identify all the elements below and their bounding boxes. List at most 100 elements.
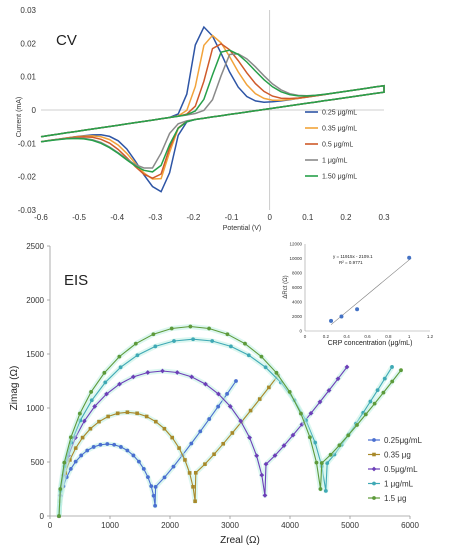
eis-legend-label: 0.5μg/mL — [384, 465, 418, 474]
eis-series-marker — [238, 418, 244, 424]
eis-series-marker — [207, 417, 212, 421]
eis-series-marker — [153, 503, 158, 508]
eis-y-tick-label: 1500 — [26, 350, 44, 359]
cv-legend-label: 1 μg/mL — [322, 158, 348, 165]
eis-series-marker — [263, 461, 269, 467]
eis-series-marker — [146, 475, 150, 479]
cv-xticks: -0.6 -0.5 -0.4 -0.3 -0.2 -0.1 0 0.1 0.2 0.3 — [34, 213, 390, 222]
cal-x-tick-label: 1.2 — [427, 334, 434, 339]
cal-x-tick-label: 0.2 — [323, 334, 330, 339]
cv-series — [40, 25, 385, 193]
eis-legend-marker — [372, 452, 376, 457]
eis-series-marker — [216, 391, 221, 397]
eis-series-marker — [248, 408, 253, 413]
cal-points — [329, 255, 412, 323]
cv-yticks: -0.03 -0.02 -0.01 0 0.01 0.02 0.03 — [18, 6, 37, 215]
eis-legend-marker — [372, 438, 376, 442]
eis-series-marker — [88, 426, 93, 431]
eis-series-marker — [125, 448, 130, 453]
eis-series-marker — [259, 472, 265, 478]
eis-series-marker — [318, 487, 323, 491]
eis-series-marker — [198, 429, 203, 434]
eis-series-marker — [68, 466, 73, 471]
eis-series-marker — [130, 374, 136, 380]
eis-series-marker — [210, 339, 215, 343]
cal-fit-line — [330, 257, 412, 325]
eis-series-marker — [243, 341, 247, 346]
eis-series-marker — [337, 443, 342, 448]
eis-series-marker — [77, 411, 82, 416]
eis-series-marker — [308, 410, 314, 416]
cv-y-tick-label: -0.03 — [18, 206, 37, 215]
eis-legend-marker — [372, 481, 376, 486]
eis-series-marker — [137, 459, 141, 464]
eis-series-marker — [62, 460, 67, 465]
cal-y-tick-label: 0 — [299, 329, 302, 334]
eis-series-marker — [259, 354, 264, 359]
eis-series-marker — [160, 368, 165, 374]
eis-series-marker — [102, 370, 107, 375]
eis-series-marker — [194, 471, 198, 475]
eis-legend-marker — [372, 496, 376, 500]
cv-x-tick-label: -0.3 — [148, 213, 162, 222]
eis-series-marker — [263, 365, 268, 370]
eis-series-marker — [193, 499, 197, 504]
eis-series-marker — [188, 324, 193, 329]
eis-series-marker — [372, 401, 377, 406]
eis-series-marker — [272, 453, 278, 458]
eis-y-tick-label: 500 — [31, 458, 45, 467]
eis-axes — [49, 246, 410, 517]
eis-y-tick-label: 2000 — [26, 296, 44, 305]
eis-series-marker — [125, 410, 130, 415]
eis-series-marker — [85, 448, 90, 453]
cal-data-point — [407, 255, 412, 260]
eis-series-marker — [254, 453, 260, 459]
eis-series-marker — [381, 390, 386, 395]
eis-series-marker — [105, 442, 110, 446]
eis-series — [56, 324, 403, 519]
eis-series-marker — [119, 445, 123, 449]
eis-series-marker — [171, 464, 176, 469]
eis-series-marker — [382, 376, 387, 381]
eis-y-tick-label: 2500 — [26, 242, 44, 251]
cal-yticks: 0 2000 4000 6000 8000 10000 12000 — [289, 242, 302, 334]
eis-y-tick-label: 0 — [40, 512, 45, 521]
eis-legend-label: 1 μg/mL — [384, 480, 414, 489]
cv-y-tick-label: 0.01 — [20, 73, 36, 82]
cv-title: CV — [56, 32, 77, 49]
cv-x-tick-label: 0.1 — [302, 213, 314, 222]
eis-series-marker — [135, 411, 139, 416]
eis-series-marker — [112, 442, 117, 447]
eis-series-marker — [314, 460, 319, 465]
eis-series-marker — [80, 435, 85, 440]
eis-x-tick-label: 5000 — [341, 521, 359, 530]
eis-series-marker — [390, 379, 395, 384]
eis-series-marker — [174, 370, 180, 375]
cal-data-point — [355, 307, 360, 312]
eis-series-marker — [151, 332, 156, 337]
cal-x-tick-label: 0.4 — [344, 334, 351, 339]
eis-x-tick-label: 1000 — [101, 521, 119, 530]
eis-series-marker — [68, 435, 73, 440]
eis-y-tick-label: 1000 — [26, 404, 44, 413]
cal-y-tick-label: 12000 — [289, 242, 302, 247]
eis-series-marker — [58, 487, 63, 491]
eis-series-marker — [212, 452, 216, 457]
eis-series-marker — [225, 391, 229, 396]
eis-xticks: 0 1000 2000 3000 4000 5000 6000 — [48, 516, 419, 530]
eis-series-marker — [172, 339, 176, 343]
eis-series-marker — [154, 419, 158, 424]
eis-series-marker — [162, 426, 167, 431]
eis-series-marker — [169, 326, 174, 331]
eis-series-marker — [319, 461, 324, 465]
eis-series-marker — [221, 441, 225, 446]
cal-equation: y = 11915x - 2109.1 — [333, 254, 373, 259]
cal-axes — [304, 244, 430, 332]
eis-series-marker — [98, 442, 103, 447]
cv-x-tick-label: 0 — [267, 213, 272, 222]
eis-series-marker — [287, 390, 292, 394]
eis-legend-label: 0.35 μg — [384, 451, 411, 460]
eis-series-marker — [344, 364, 350, 370]
eis-x-tick-label: 4000 — [281, 521, 299, 530]
eis-series-marker — [89, 390, 93, 394]
